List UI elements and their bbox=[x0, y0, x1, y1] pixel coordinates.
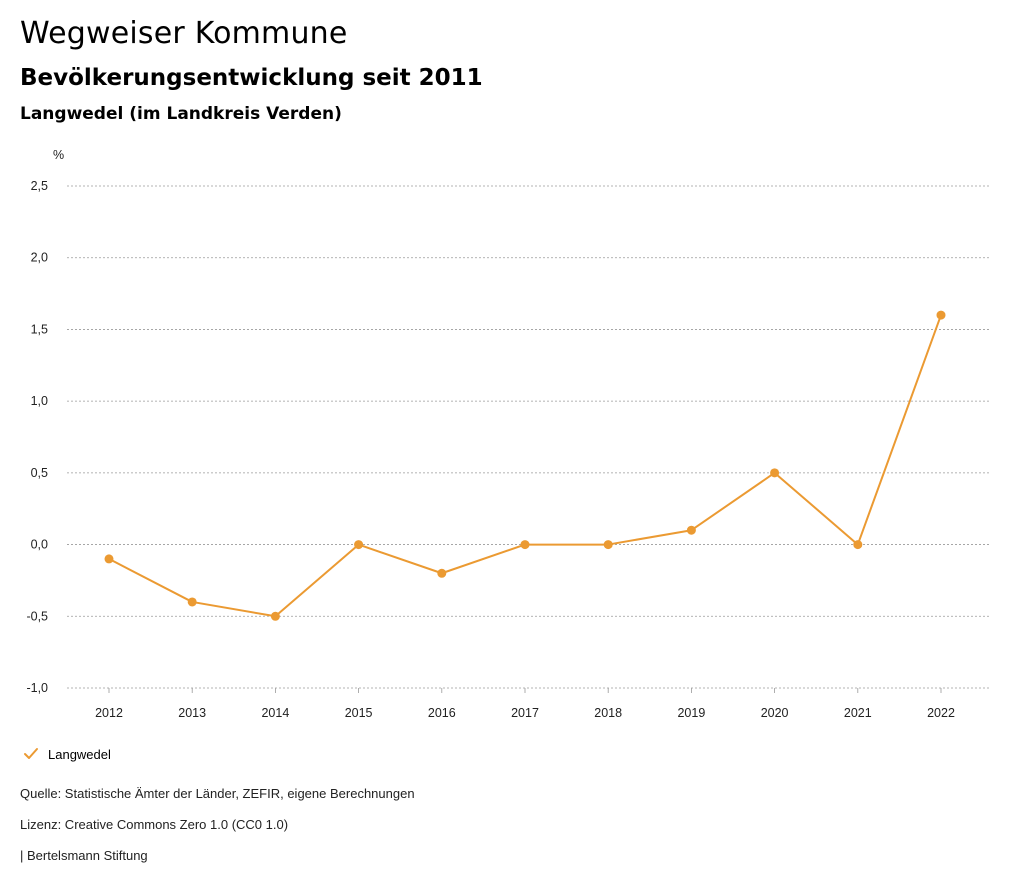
x-tick-label: 2016 bbox=[428, 706, 456, 720]
region-label: Langwedel (im Landkreis Verden) bbox=[20, 104, 342, 124]
series-line bbox=[108, 314, 942, 618]
x-tick-label: 2022 bbox=[927, 706, 955, 720]
x-tick-label: 2018 bbox=[594, 706, 622, 720]
grid-lines bbox=[67, 185, 990, 689]
x-tick-label: 2013 bbox=[178, 706, 206, 720]
x-tick-label: 2020 bbox=[761, 706, 789, 720]
source-note: Quelle: Statistische Ämter der Länder, Z… bbox=[20, 786, 415, 801]
data-point[interactable] bbox=[936, 310, 946, 320]
y-tick-label: 2,5 bbox=[31, 179, 48, 193]
chart-title: Wegweiser Kommune bbox=[20, 16, 348, 51]
x-tick-label: 2014 bbox=[261, 706, 289, 720]
checkmark-icon[interactable] bbox=[22, 745, 40, 763]
x-tick-label: 2012 bbox=[95, 706, 123, 720]
data-point[interactable] bbox=[520, 540, 530, 550]
series-group bbox=[104, 310, 946, 621]
data-point[interactable] bbox=[770, 468, 780, 478]
y-tick-label: -0,5 bbox=[26, 609, 48, 623]
legend-label: Langwedel bbox=[48, 746, 111, 762]
y-tick-label: -1,0 bbox=[26, 681, 48, 695]
data-point[interactable] bbox=[104, 554, 114, 564]
data-point[interactable] bbox=[437, 568, 447, 578]
line-chart: -1,0 -0,5 0,0 0,5 1,0 1,5 2,0 2,5 2012 2013 2014 20… bbox=[26, 148, 990, 720]
data-point[interactable] bbox=[187, 597, 197, 607]
data-point[interactable] bbox=[270, 611, 280, 621]
license-note: Lizenz: Creative Commons Zero 1.0 (CC0 1… bbox=[20, 817, 289, 832]
y-tick-label: 1,5 bbox=[31, 322, 48, 336]
y-tick-label: 2,0 bbox=[31, 251, 48, 265]
legend[interactable]: Langwedel bbox=[22, 745, 111, 763]
x-tick-label: 2015 bbox=[345, 706, 373, 720]
x-tick-label: 2021 bbox=[844, 706, 872, 720]
y-tick-label: 0,0 bbox=[31, 538, 48, 552]
y-tick-label: 0,5 bbox=[31, 466, 48, 480]
data-point[interactable] bbox=[354, 540, 364, 550]
x-tick-label: 2019 bbox=[677, 706, 705, 720]
brand-note: | Bertelsmann Stiftung bbox=[20, 848, 148, 863]
y-axis-unit-label: % bbox=[53, 148, 64, 162]
x-tick-label: 2017 bbox=[511, 706, 539, 720]
data-point[interactable] bbox=[853, 540, 863, 550]
chart-subtitle: Bevölkerungsentwicklung seit 2011 bbox=[20, 65, 483, 91]
data-point[interactable] bbox=[603, 540, 613, 550]
axis-labels: -1,0 -0,5 0,0 0,5 1,0 1,5 2,0 2,5 2012 2013 2014 20… bbox=[26, 179, 954, 720]
data-point[interactable] bbox=[686, 525, 696, 535]
y-tick-label: 1,0 bbox=[31, 394, 48, 408]
